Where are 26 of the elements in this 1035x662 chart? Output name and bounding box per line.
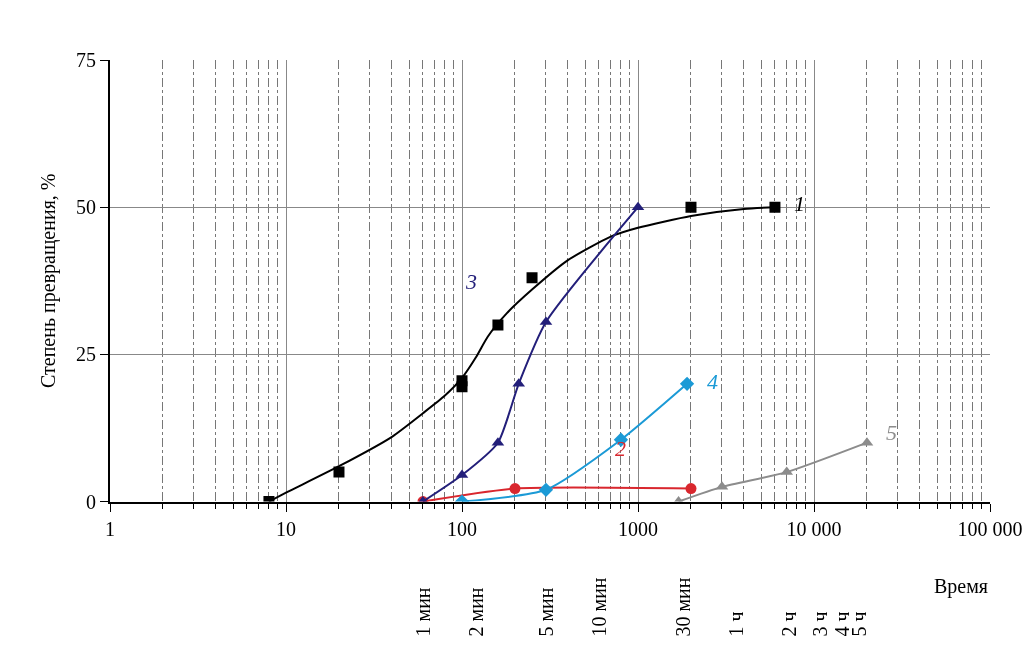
x-tick-label: 10 xyxy=(276,517,296,540)
x-axis-title: Время xyxy=(934,575,989,598)
text: 5 ч xyxy=(848,611,871,637)
series-label: 1 xyxy=(794,191,805,216)
x-tick-label: 1 xyxy=(105,517,115,540)
text: 5 мин xyxy=(535,587,558,637)
series-label: 2 xyxy=(615,436,626,461)
text: 3 ч xyxy=(809,611,832,637)
text: 1 ч xyxy=(725,611,748,637)
text: 10 мин xyxy=(588,577,611,637)
x-tick-label: 100 000 xyxy=(957,517,1023,540)
series-label: 4 xyxy=(707,369,718,394)
text: 3 xyxy=(465,269,477,294)
y-tick-label: 75 xyxy=(76,49,96,71)
x-tick-label: 100 xyxy=(447,517,477,540)
series-label: 5 xyxy=(886,420,897,445)
text: 2 ч xyxy=(778,611,801,637)
y-axis-title: Степень превращения, % xyxy=(37,173,60,389)
text: 2 мин xyxy=(465,587,488,637)
text: 30 мин xyxy=(672,577,695,637)
x-tick-label: 1000 xyxy=(618,517,658,540)
y-tick-label: 50 xyxy=(76,196,96,219)
x-tick-label: 10 000 xyxy=(786,517,842,540)
text: 1 мин xyxy=(412,587,435,637)
y-tick-label: 0 xyxy=(86,490,96,513)
y-tick-label: 25 xyxy=(76,343,96,366)
